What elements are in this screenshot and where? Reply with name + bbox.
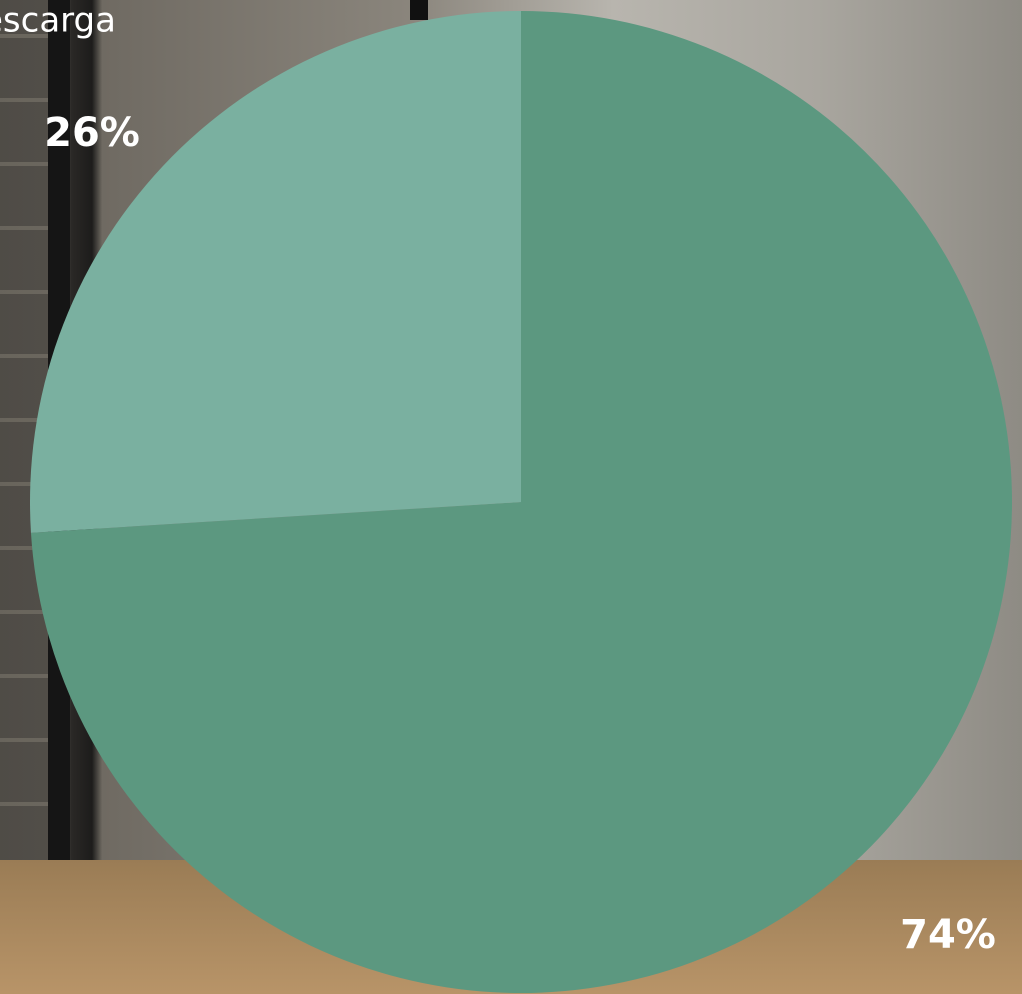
value-label: 26% — [44, 110, 140, 156]
pie-slice — [30, 11, 1013, 993]
pie-slice — [29, 11, 521, 533]
value-label: 74% — [900, 912, 996, 958]
chart-title: escarga — [0, 1, 116, 41]
background-door — [410, 0, 428, 20]
